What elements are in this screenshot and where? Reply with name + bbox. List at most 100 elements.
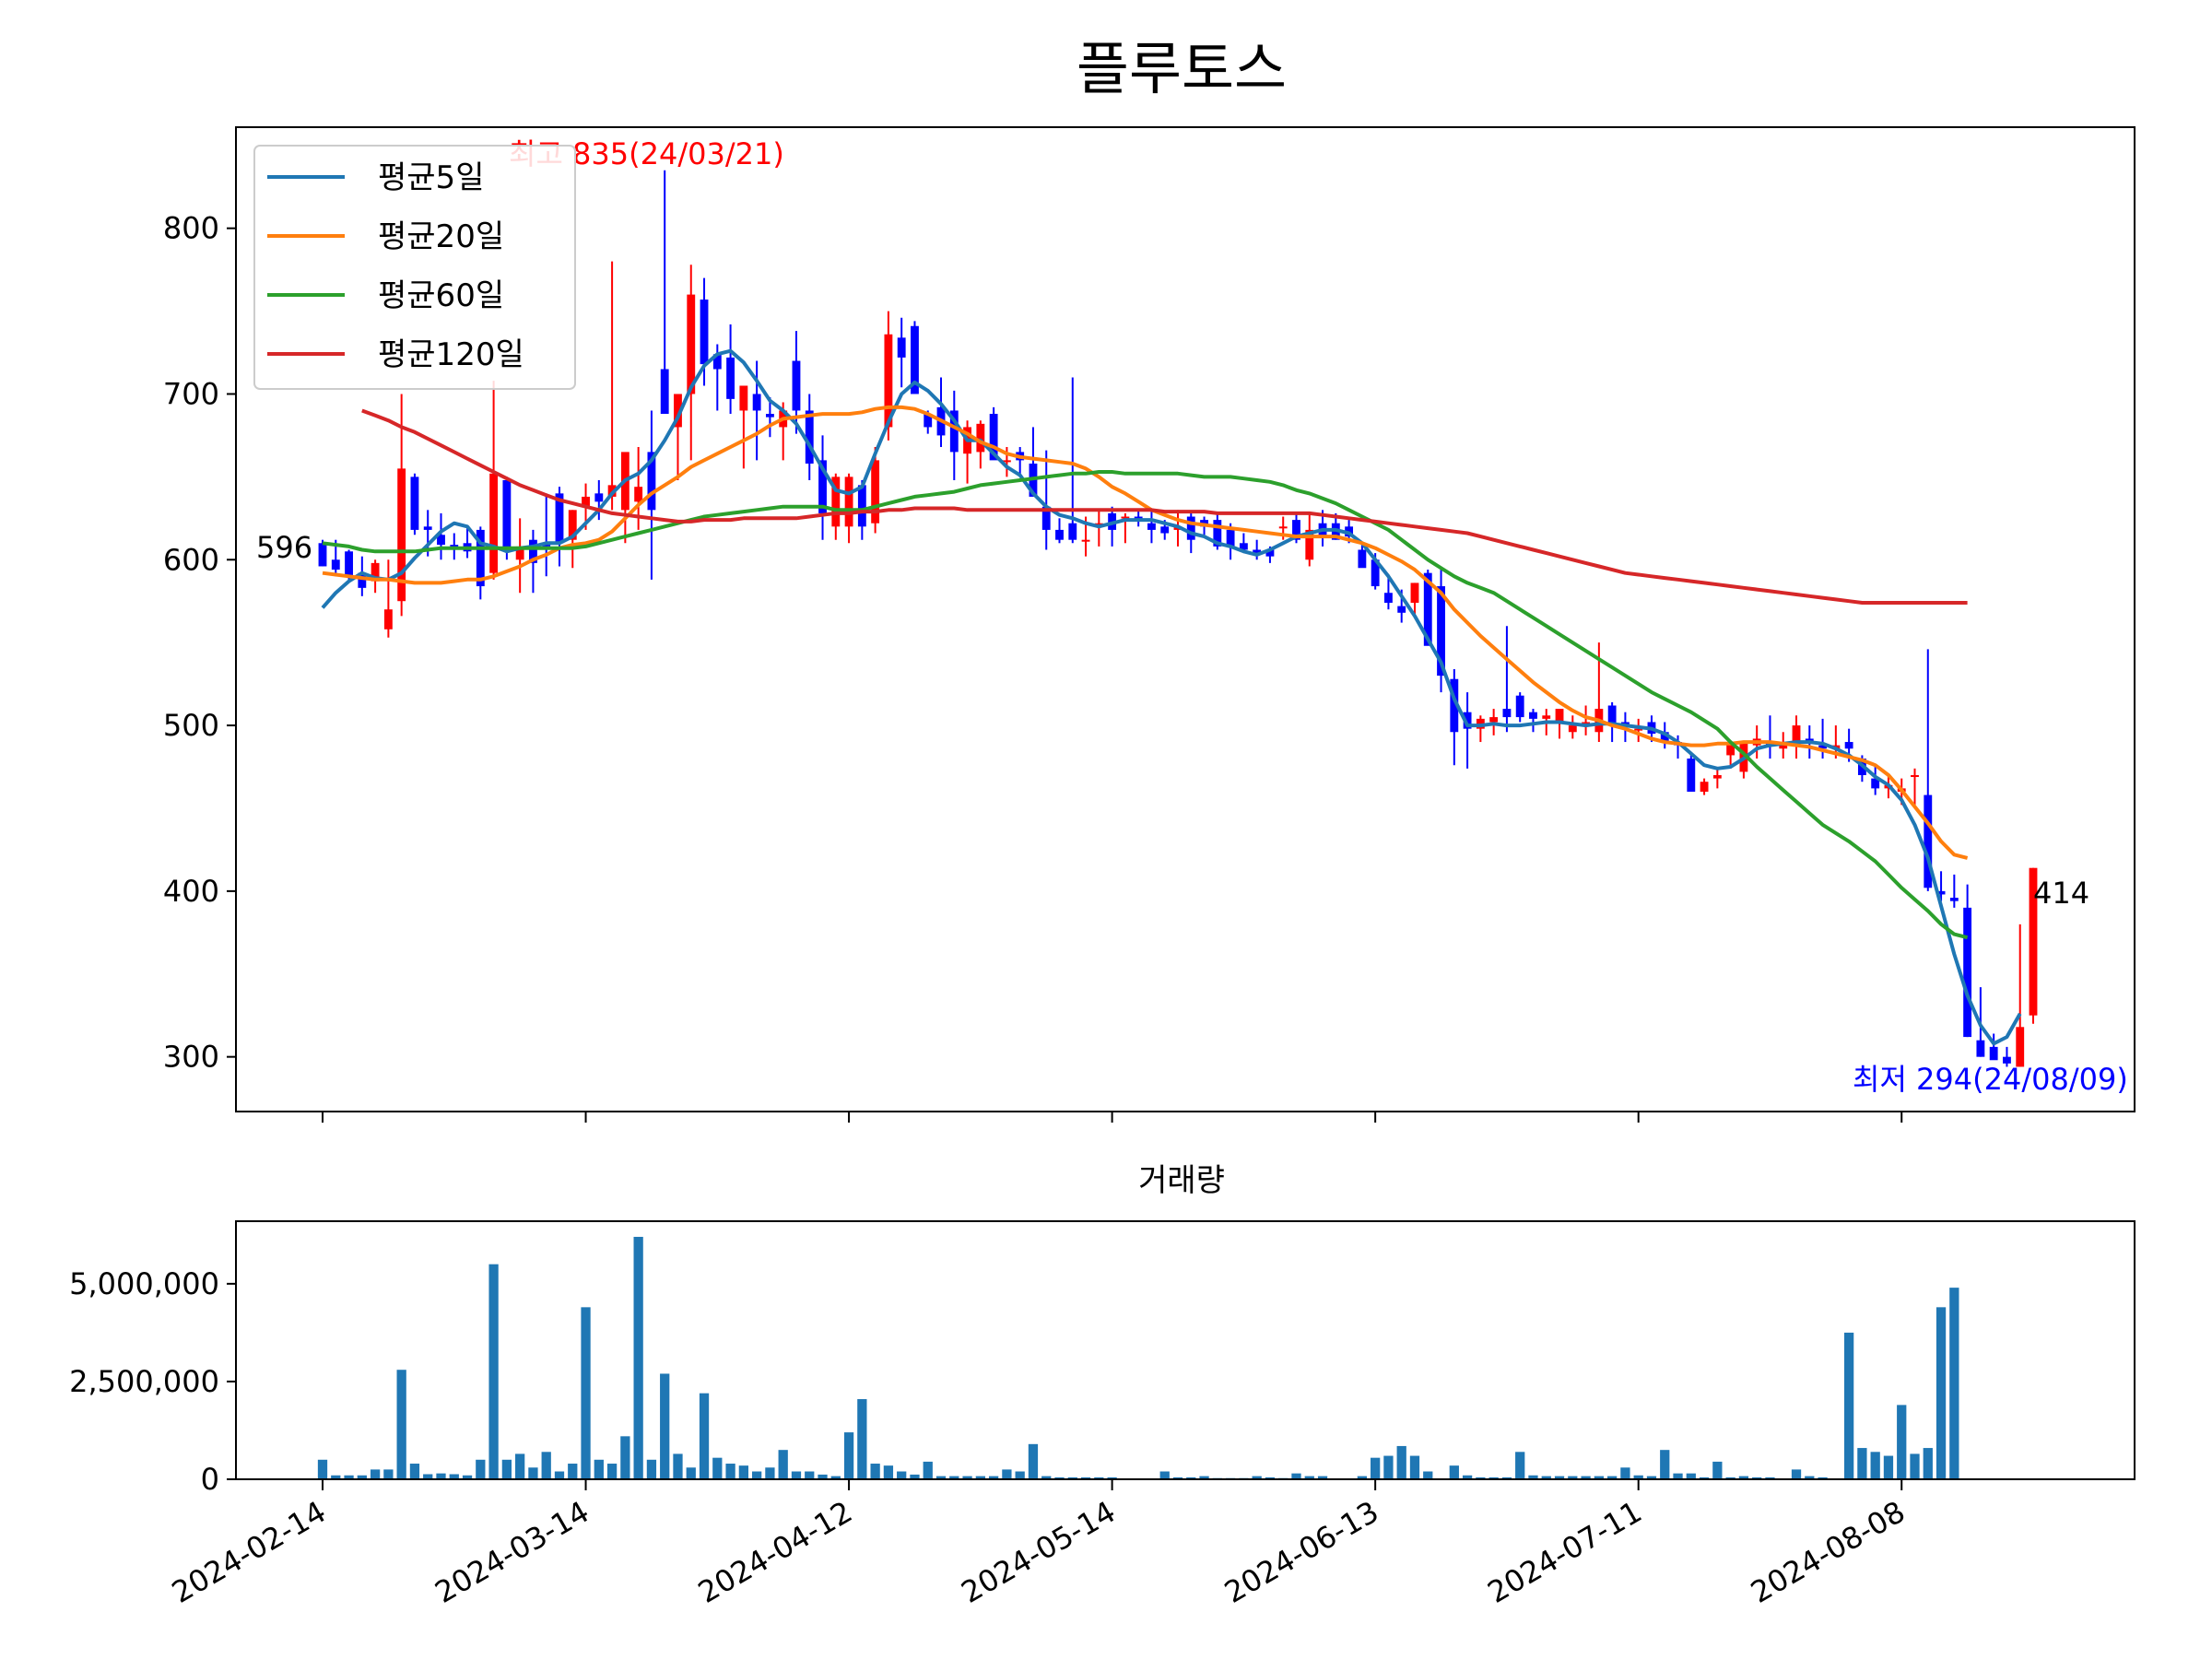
ma-line-2 [322, 405, 1969, 860]
candle-body [805, 410, 814, 464]
candle-body [410, 477, 419, 530]
volume-bar [1791, 1469, 1802, 1479]
candle-body [568, 510, 577, 540]
candle-body [976, 423, 985, 453]
candle-body [1292, 520, 1300, 540]
volume-bar [528, 1467, 538, 1479]
candle-body [1437, 586, 1445, 677]
candle-body [647, 452, 656, 511]
volume-bar [501, 1459, 512, 1479]
candle-body [1147, 523, 1156, 530]
volume-bar [476, 1459, 486, 1479]
volume-bar [488, 1264, 499, 1479]
candle-body [1660, 732, 1669, 743]
volume-bar [449, 1474, 459, 1479]
volume-bar [1910, 1453, 1920, 1479]
candle-body [1818, 745, 1827, 749]
volume-bar [1488, 1477, 1499, 1479]
volume-bar [357, 1475, 367, 1479]
candle-body [739, 385, 748, 411]
first-close-label: 596 [256, 530, 312, 565]
volume-bar [331, 1475, 341, 1479]
volume-bar [857, 1399, 867, 1479]
candle-body [1936, 890, 1946, 895]
candle-body [726, 357, 735, 399]
volume-bar [1936, 1307, 1947, 1479]
volume-bar [1725, 1477, 1735, 1479]
candle-body [1844, 742, 1853, 749]
volume-bar [1686, 1473, 1696, 1479]
price-axes-frame [235, 126, 2136, 1112]
volume-bar [1738, 1476, 1749, 1479]
volume-bar [370, 1469, 381, 1479]
volume-bar [541, 1452, 551, 1479]
candle-body [1450, 678, 1459, 733]
volume-bar [1765, 1477, 1775, 1479]
candle-body [2029, 867, 2038, 1016]
volume-bar [1186, 1477, 1196, 1479]
volume-bar [1897, 1405, 1907, 1479]
candle-body [1726, 742, 1735, 756]
volume-bar [699, 1393, 710, 1479]
candle-body [687, 294, 696, 394]
volume-bar [1620, 1467, 1630, 1479]
price-ytick-label: 800 [163, 211, 219, 246]
candle-body [1068, 523, 1077, 540]
volume-bar [751, 1471, 762, 1479]
chart-title: 플루토스 [1077, 35, 1287, 102]
volume-bar [606, 1464, 618, 1479]
volume-bar [1818, 1477, 1828, 1479]
candle-body [2016, 1027, 2025, 1067]
candle-body [1410, 582, 1419, 604]
candle-body [555, 493, 564, 544]
volume-bar [1041, 1476, 1052, 1479]
volume-bar [1423, 1471, 1433, 1479]
volume-title: 거래량 [1138, 1162, 1225, 1199]
candle-body [792, 360, 801, 411]
volume-bar [633, 1236, 643, 1479]
candle-body [911, 325, 919, 394]
volume-bar [1449, 1465, 1459, 1479]
volume-bar [1015, 1471, 1025, 1479]
volume-bar [1515, 1452, 1525, 1479]
volume-bar [409, 1464, 420, 1479]
candle-body [582, 496, 590, 507]
volume-bar [1054, 1477, 1065, 1479]
candle-body [1989, 1046, 1998, 1061]
volume-bar [910, 1474, 920, 1479]
volume-bar [830, 1476, 841, 1479]
volume-bar [923, 1461, 933, 1479]
candle-body [2003, 1056, 2011, 1064]
volume-bar [843, 1432, 854, 1479]
candle-body [1055, 529, 1064, 540]
volume-bar [686, 1467, 696, 1479]
volume-bar [883, 1465, 894, 1479]
volume-bar [1094, 1477, 1104, 1479]
candle-body [515, 546, 524, 560]
volume-bar [1606, 1476, 1618, 1479]
candle-body [1555, 709, 1564, 723]
candle-body [700, 299, 709, 365]
candle-body [1041, 506, 1051, 530]
legend-label: 평균60일 [378, 277, 504, 314]
volume-bar [1476, 1477, 1486, 1479]
volume-bar [1199, 1476, 1209, 1479]
volume-bar [1107, 1477, 1117, 1479]
volume-bar [1712, 1461, 1723, 1479]
price-ytick-label: 600 [163, 542, 219, 577]
ma-line-1 [321, 348, 2022, 1046]
candle-body [831, 477, 841, 527]
candle-body [674, 394, 682, 428]
candle-body [1779, 745, 1788, 749]
volume-bar [1067, 1477, 1077, 1479]
candle-body [752, 394, 761, 411]
candle-body [1542, 715, 1551, 719]
volume-ytick-label: 5,000,000 [69, 1266, 219, 1301]
candle-body [1924, 794, 1933, 888]
candle-body [989, 414, 998, 461]
volume-bar [554, 1471, 565, 1479]
volume-bar [1870, 1452, 1880, 1479]
legend-label: 평균5일 [378, 159, 484, 196]
candle-body [844, 477, 853, 527]
volume-bar [1291, 1473, 1301, 1479]
